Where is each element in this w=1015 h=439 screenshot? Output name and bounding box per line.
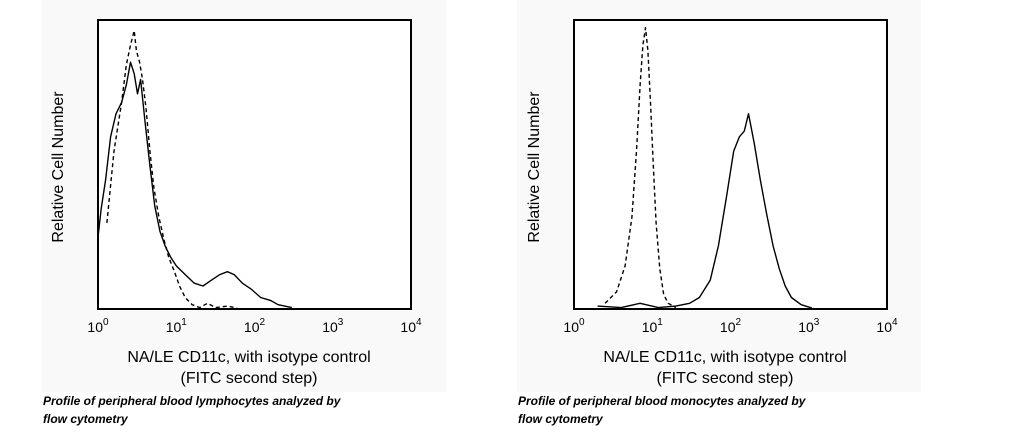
tick-base: 10 [244,319,260,335]
series-layer [97,29,292,309]
tick-base: 10 [166,319,182,335]
caption-line-2: flow cytometry [43,412,128,426]
x-tick-label: 102 [244,317,266,335]
x-tick-labels: 100 101 102 103 104 [87,317,422,335]
plot-frame [97,19,412,310]
x-tick-label: 101 [166,317,188,335]
tick-base: 10 [322,319,338,335]
x-axis-label-line-1: NA/LE CD11c, with isotype control [127,349,370,366]
tick-base: 10 [798,319,814,335]
tick-exponent: 3 [338,317,344,328]
tick-exponent: 2 [736,317,742,328]
tick-exponent: 4 [892,317,898,328]
x-tick-label: 101 [642,317,664,335]
y-axis-label: Relative Cell Number [526,91,543,243]
caption-lymphocytes: Profile of peripheral blood lymphocytes … [43,392,423,428]
plot-frame [573,19,888,310]
tick-base: 10 [642,319,658,335]
tick-exponent: 4 [416,317,422,328]
tick-base: 10 [400,319,416,335]
tick-exponent: 2 [260,317,266,328]
series-dashed-line [106,29,238,309]
series-dashed-line [604,27,677,309]
x-axis-label-line-1: NA/LE CD11c, with isotype control [603,349,846,366]
histogram-lymphocytes: 100 101 102 103 104 Relative Cell Number NA/… [50,19,422,387]
x-tick-label: 103 [798,317,820,335]
tick-exponent: 1 [657,317,663,328]
histogram-monocytes: 100 101 102 103 104 Relative Cell Number NA/… [526,19,898,387]
x-tick-label: 102 [720,317,742,335]
caption-line-2: flow cytometry [518,412,603,426]
x-axis-label-line-2: (FITC second step) [657,370,794,387]
tick-exponent: 0 [579,317,585,328]
x-tick-label: 104 [400,317,422,335]
caption-line-1: Profile of peripheral blood monocytes an… [518,394,806,408]
tick-exponent: 1 [181,317,187,328]
x-tick-label: 103 [322,317,344,335]
series-solid-line [597,113,813,309]
tick-base: 10 [563,319,579,335]
tick-exponent: 3 [814,317,820,328]
x-axis-label-line-2: (FITC second step) [181,370,318,387]
tick-base: 10 [87,319,103,335]
series-layer [597,27,813,309]
x-tick-label: 104 [876,317,898,335]
x-tick-labels: 100 101 102 103 104 [563,317,898,335]
caption-monocytes: Profile of peripheral blood monocytes an… [518,392,898,428]
tick-base: 10 [720,319,736,335]
x-tick-label: 100 [87,317,109,335]
tick-exponent: 0 [103,317,109,328]
figure-svg: 100 101 102 103 104 Relative Cell Number NA/… [50,19,898,387]
tick-base: 10 [876,319,892,335]
y-axis-label: Relative Cell Number [50,91,67,243]
x-tick-label: 100 [563,317,585,335]
caption-line-1: Profile of peripheral blood lymphocytes … [43,394,341,408]
